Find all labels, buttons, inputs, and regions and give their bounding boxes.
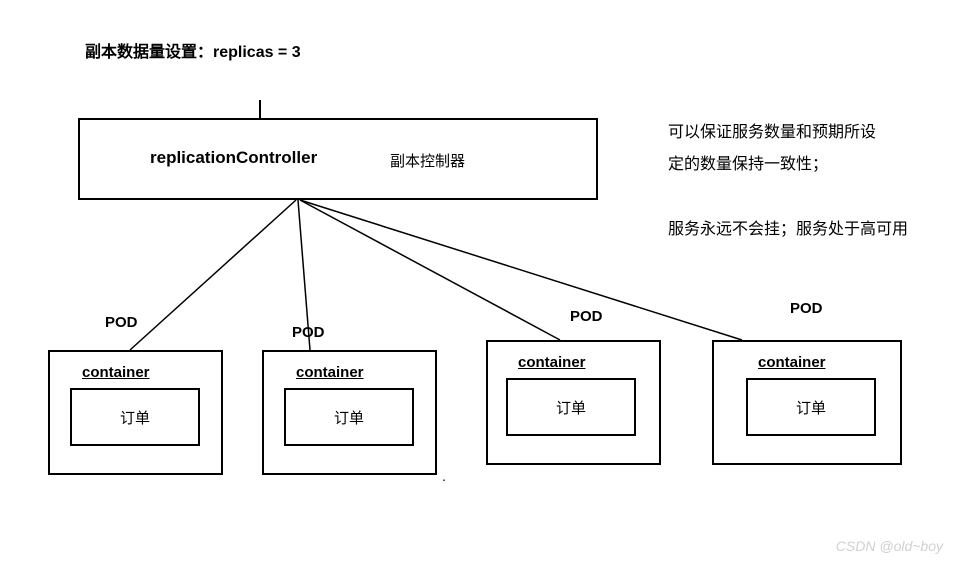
pod-label-3: POD — [570, 308, 603, 325]
diagram-lines — [0, 0, 961, 564]
controller-box: replicationController 副本控制器 — [78, 118, 598, 200]
controller-sub-label: 副本控制器 — [390, 150, 465, 171]
service-box-2: 订单 — [284, 388, 414, 446]
service-box-1: 订单 — [70, 388, 200, 446]
container-label-4: container — [758, 354, 826, 371]
edge-1 — [130, 200, 296, 350]
pod-label-4: POD — [790, 300, 823, 317]
dot-after-pod2: . — [442, 468, 446, 484]
container-label-2: container — [296, 364, 364, 381]
diagram-title: 副本数据量设置：replicas = 3 — [85, 38, 301, 62]
pod-label-1: POD — [105, 314, 138, 331]
note-line-2: 定的数量保持一致性； — [668, 150, 828, 174]
container-label-1: container — [82, 364, 150, 381]
watermark: CSDN @old~boy — [836, 538, 943, 554]
service-label-1: 订单 — [120, 407, 150, 428]
service-box-4: 订单 — [746, 378, 876, 436]
note-line-3: 服务永远不会挂；服务处于高可用 — [668, 215, 908, 239]
controller-main-label: replicationController — [150, 148, 317, 168]
service-label-3: 订单 — [556, 397, 586, 418]
service-box-3: 订单 — [506, 378, 636, 436]
service-label-4: 订单 — [796, 397, 826, 418]
container-label-3: container — [518, 354, 586, 371]
edge-3 — [300, 200, 560, 340]
pod-label-2: POD — [292, 324, 325, 341]
service-label-2: 订单 — [334, 407, 364, 428]
note-line-1: 可以保证服务数量和预期所设 — [668, 118, 876, 142]
